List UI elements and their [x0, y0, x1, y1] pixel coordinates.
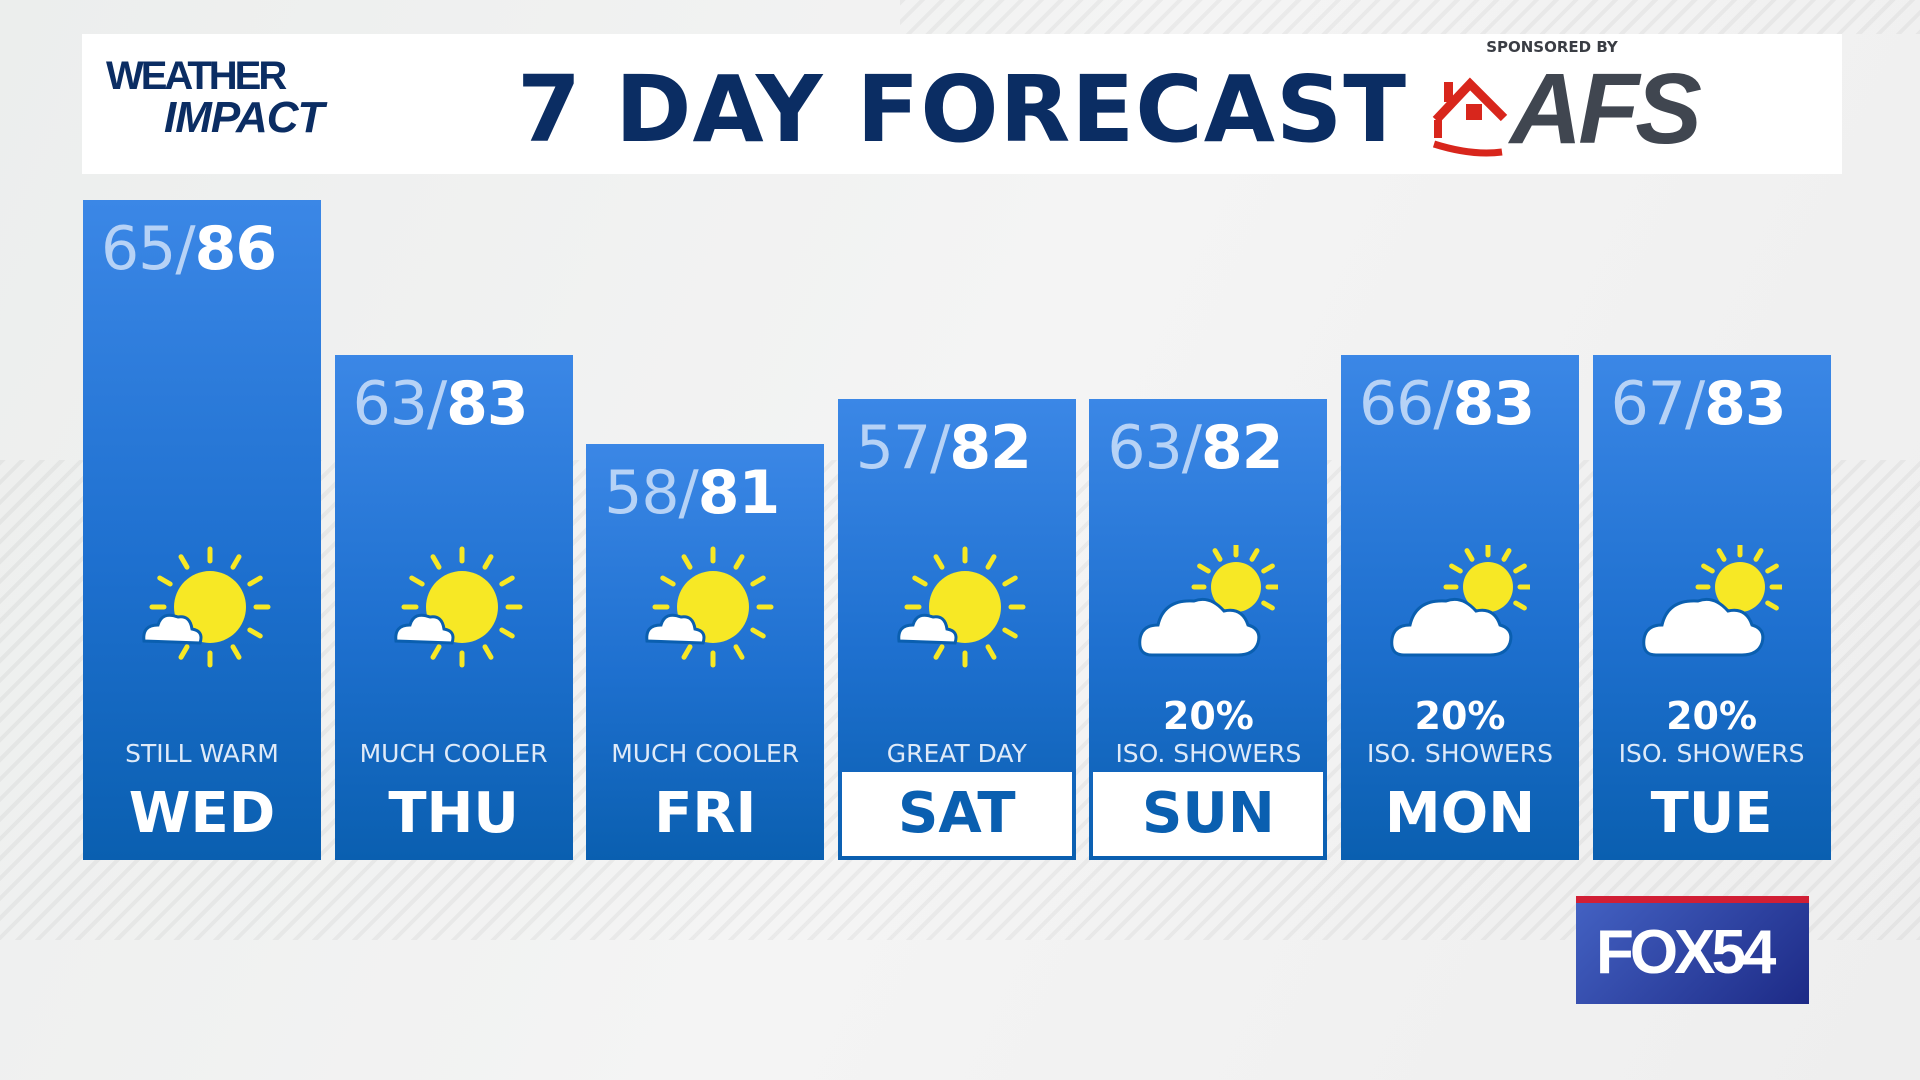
high-temp: 86	[194, 214, 277, 284]
forecast-column-sun: 63/82 20% ISO. SHOWERS SUN	[1089, 399, 1328, 860]
low-temp: 58	[604, 458, 679, 528]
partly-cloudy-icon	[1641, 542, 1785, 675]
condition-text: STILL WARM	[125, 739, 279, 768]
low-temp: 57	[855, 413, 931, 483]
day-label: SAT	[841, 772, 1072, 856]
high-temp: 83	[1452, 369, 1535, 439]
precip-chance: 20%	[1666, 694, 1758, 738]
condition-text: GREAT DAY	[886, 739, 1027, 768]
precip-chance: 20%	[1414, 694, 1506, 738]
forecast-column-mon: 66/83 20% ISO. SHOWERS MON	[1341, 355, 1579, 860]
header-bar: WEATHER IMPACT 7 DAY FORECAST SPONSORED B…	[82, 34, 1842, 174]
low-temp: 65	[101, 214, 176, 284]
partly-cloudy-icon	[1390, 542, 1533, 675]
temperature: 65/86	[101, 214, 277, 284]
day-label: FRI	[654, 781, 757, 846]
house-icon	[1432, 77, 1508, 157]
temp-separator: /	[930, 413, 950, 483]
fox54-logo: FOX54	[1576, 896, 1809, 1004]
low-temp: 66	[1359, 369, 1434, 439]
temp-separator: /	[1433, 369, 1453, 439]
low-temp: 67	[1610, 369, 1686, 439]
temp-separator: /	[175, 214, 195, 284]
high-temp: 82	[949, 413, 1031, 483]
forecast-column-thu: 63/83 MUCH COOLER THU	[334, 355, 573, 860]
day-label: WED	[128, 781, 276, 846]
partly-sunny-icon	[384, 545, 524, 675]
day-label: SUN	[1093, 772, 1324, 856]
temperature: 63/82	[1107, 413, 1283, 483]
temperature: 67/83	[1610, 369, 1787, 439]
low-temp: 63	[352, 369, 428, 439]
high-temp: 82	[1200, 413, 1283, 483]
condition-text: ISO. SHOWERS	[1367, 739, 1553, 768]
partly-sunny-icon	[887, 545, 1027, 675]
afs-logo-text: AFS	[1510, 53, 1702, 165]
temperature: 58/81	[604, 458, 780, 528]
forecast-column-tue: 67/83 20% ISO. SHOWERS TUE	[1592, 355, 1831, 860]
temperature: 63/83	[352, 369, 529, 439]
forecast-column-sat: 57/82 GREAT DAY SAT	[837, 399, 1076, 860]
page-title: 7 DAY FORECAST	[517, 56, 1407, 163]
partly-sunny-icon	[635, 545, 775, 675]
temp-separator: /	[678, 458, 699, 528]
high-temp: 81	[697, 458, 780, 528]
day-label: THU	[388, 781, 519, 846]
forecast-column-fri: 58/81 MUCH COOLER FRI	[586, 444, 825, 860]
sponsor-block: SPONSORED BY AFS	[1432, 38, 1732, 165]
day-label: TUE	[1650, 781, 1773, 846]
sponsor-label: SPONSORED BY	[1486, 38, 1618, 56]
temperature: 66/83	[1359, 369, 1535, 439]
forecast-column-wed: 65/86 STILL WARM WED	[83, 200, 321, 860]
weather-impact-logo: WEATHER IMPACT	[106, 54, 324, 142]
precip-chance: 20%	[1162, 694, 1254, 738]
day-label: MON	[1384, 781, 1536, 846]
condition-text: ISO. SHOWERS	[1115, 739, 1302, 768]
temp-separator: /	[1181, 413, 1202, 483]
afs-logo: AFS	[1432, 53, 1732, 165]
high-temp: 83	[446, 369, 528, 439]
condition-text: ISO. SHOWERS	[1618, 739, 1805, 768]
temperature: 57/82	[855, 413, 1032, 483]
low-temp: 63	[1107, 413, 1182, 483]
temp-separator: /	[1684, 369, 1705, 439]
partly-cloudy-icon	[1138, 542, 1281, 675]
temp-separator: /	[426, 369, 447, 439]
high-temp: 83	[1704, 369, 1786, 439]
condition-text: MUCH COOLER	[611, 739, 800, 768]
partly-sunny-icon	[132, 545, 272, 675]
condition-text: MUCH COOLER	[359, 739, 548, 768]
background-stripes	[900, 0, 1920, 34]
